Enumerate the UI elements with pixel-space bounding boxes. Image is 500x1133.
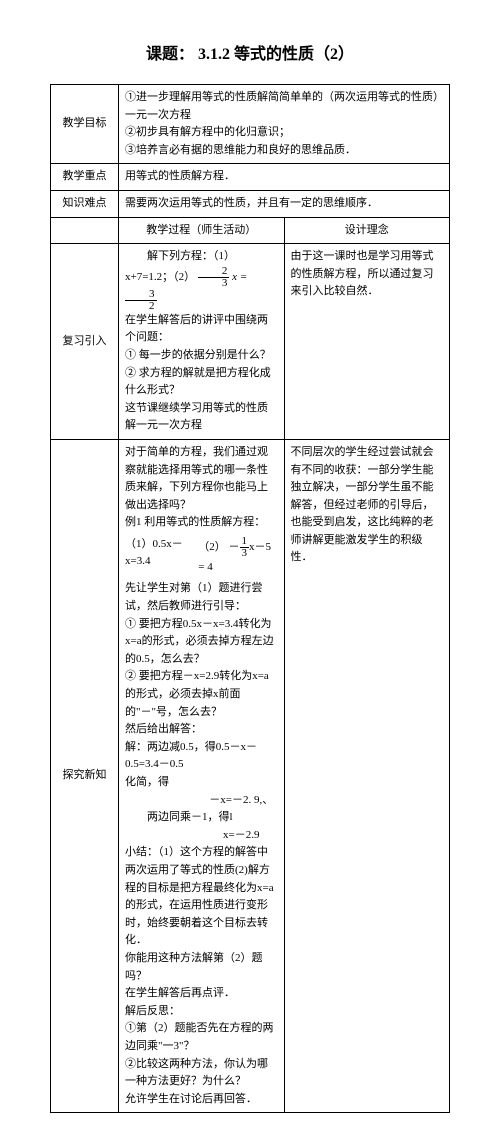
row-goals: 教学目标 ①进一步理解用等式的性质解简简单单的（两次运用等式的性质）一元一次方程… xyxy=(51,85,450,164)
row-difficulty: 知识难点 需要两次运用等式的性质，并且有一定的思维顺序． xyxy=(51,190,450,217)
content-explore-main: 对于简单的方程，我们通过观察就能选择用等式的哪一条性质来解，下列方程你也能马上做… xyxy=(119,439,285,1112)
explore-p3: 两边同乘－1，得l xyxy=(125,809,278,827)
content-explore-right: 不同层次的学生经过尝试就会有不同的收获：一部分学生能独立解决，一部分学生虽不能解… xyxy=(284,439,450,1112)
review-body: 在学生解答后的讲评中围绕两个问题： ① 每一步的依据分别是什么？ ② 求方程的解… xyxy=(125,312,278,435)
content-review-right: 由于这一课时也是学习用等式的性质解方程，所以通过复习来引入比较自然． xyxy=(284,244,450,440)
fraction-3-2: 3 2 xyxy=(125,289,157,312)
row-explore: 探究新知 对于简单的方程，我们通过观察就能选择用等式的哪一条性质来解，下列方程你… xyxy=(51,439,450,1112)
fraction-1-3: 1 3 xyxy=(240,536,250,559)
explore-p1: 对于简单的方程，我们通过观察就能选择用等式的哪一条性质来解，下列方程你也能马上做… xyxy=(125,444,278,532)
lesson-table: 教学目标 ①进一步理解用等式的性质解简简单单的（两次运用等式的性质）一元一次方程… xyxy=(50,84,450,1113)
frac-sep: x = xyxy=(232,271,247,283)
page-title: 课题： 3.1.2 等式的性质（2） xyxy=(50,40,450,64)
explore-eq2: －x=－2. 9,、 xyxy=(125,792,278,810)
header-process: 教学过程（师生活动） xyxy=(119,217,285,244)
content-review-main: 解下列方程：（1）x+7=1.2；（2） 2 3 x = 3 2 在学生解答后的… xyxy=(119,244,285,440)
row-focus: 教学重点 用等式的性质解方程． xyxy=(51,164,450,191)
explore-eq1a: （1）0.5x－x=3.4 xyxy=(125,536,198,577)
content-goals: ①进一步理解用等式的性质解简简单单的（两次运用等式的性质）一元一次方程 ②初步具… xyxy=(119,85,450,164)
label-explore: 探究新知 xyxy=(51,439,119,1112)
fraction-2-3: 2 3 xyxy=(198,266,230,289)
label-focus: 教学重点 xyxy=(51,164,119,191)
explore-p4: 小结：（1）这个方程的解答中两次运用了等式的性质(2)解方程的目标是把方程最终化… xyxy=(125,844,278,1108)
label-review: 复习引入 xyxy=(51,244,119,440)
explore-eq3: x=－2.9 xyxy=(125,827,278,845)
content-focus: 用等式的性质解方程． xyxy=(119,164,450,191)
row-headers: 教学过程（师生活动） 设计理念 xyxy=(51,217,450,244)
explore-p2: 先让学生对第（1）题进行尝试，然后教师进行引导： ① 要把方程0.5x－x=3.… xyxy=(125,580,278,791)
header-blank xyxy=(51,217,119,244)
row-review: 复习引入 解下列方程：（1）x+7=1.2；（2） 2 3 x = 3 2 在学… xyxy=(51,244,450,440)
explore-eq1b: （2） － 1 3 x－5 = 4 xyxy=(198,536,277,577)
label-goals: 教学目标 xyxy=(51,85,119,164)
label-difficulty: 知识难点 xyxy=(51,190,119,217)
content-difficulty: 需要两次运用等式的性质，并且有一定的思维顺序． xyxy=(119,190,450,217)
header-design: 设计理念 xyxy=(284,217,450,244)
